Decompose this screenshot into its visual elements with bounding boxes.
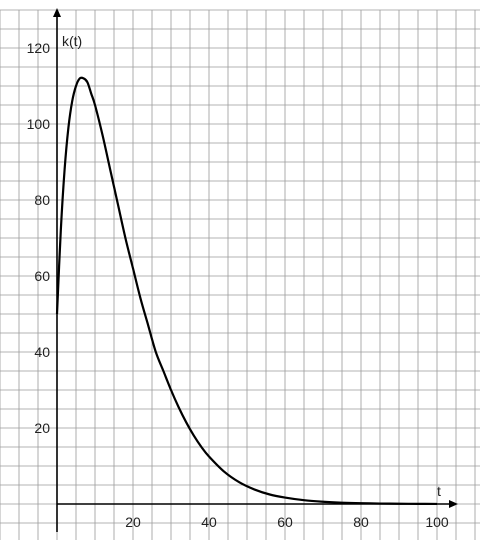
y-tick-label: 100	[27, 116, 51, 132]
x-axis-arrow	[449, 500, 458, 508]
x-tick-label: 100	[425, 514, 449, 530]
y-axis-arrow	[53, 8, 61, 17]
y-tick-labels: 20 40 60 80 100 120	[27, 40, 51, 436]
y-tick-label: 40	[34, 344, 50, 360]
x-axis-label: t	[437, 483, 441, 499]
y-tick-label: 80	[34, 192, 50, 208]
x-tick-label: 20	[125, 514, 141, 530]
x-tick-label: 40	[201, 514, 217, 530]
y-tick-label: 60	[34, 268, 50, 284]
y-axis-label: k(t)	[62, 33, 82, 49]
x-tick-label: 80	[353, 514, 369, 530]
y-tick-label: 120	[27, 40, 51, 56]
x-tick-label: 60	[277, 514, 293, 530]
grid	[0, 9, 480, 540]
y-tick-label: 20	[34, 420, 50, 436]
x-tick-labels: 20 40 60 80 100	[125, 514, 449, 530]
series-line	[55, 76, 438, 506]
